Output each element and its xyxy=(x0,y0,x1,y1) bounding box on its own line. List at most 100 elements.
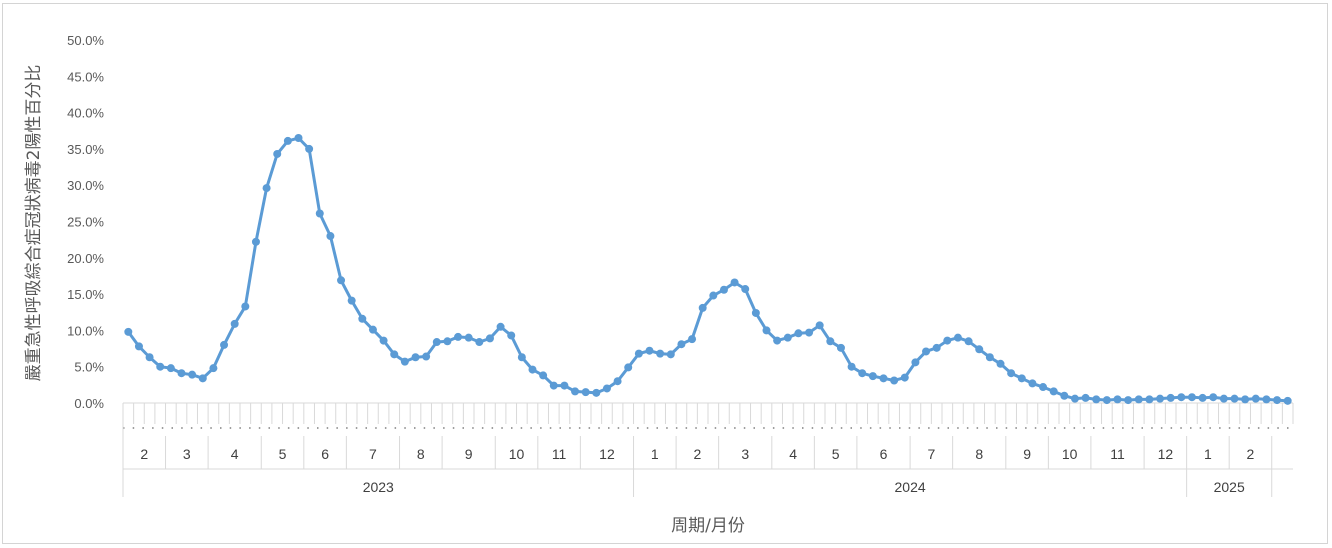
data-point xyxy=(517,353,526,362)
month-label: 12 xyxy=(599,446,615,462)
month-label: 3 xyxy=(183,446,191,462)
data-point xyxy=(198,374,207,383)
data-point xyxy=(1007,369,1016,378)
data-point xyxy=(539,371,548,380)
data-point xyxy=(762,326,771,335)
month-label: 8 xyxy=(975,446,983,462)
year-label: 2024 xyxy=(895,479,926,495)
month-label: 5 xyxy=(279,446,287,462)
data-point xyxy=(666,350,675,359)
month-label: 9 xyxy=(465,446,473,462)
data-point xyxy=(613,377,622,386)
data-point xyxy=(390,350,399,359)
data-point xyxy=(1039,383,1048,392)
month-label: 11 xyxy=(1110,446,1125,462)
data-point xyxy=(485,334,494,343)
data-point xyxy=(751,308,760,317)
data-point xyxy=(368,325,377,334)
data-point xyxy=(1262,395,1271,404)
series-line xyxy=(126,136,1290,403)
data-point xyxy=(794,329,803,338)
data-point xyxy=(645,346,654,355)
data-point xyxy=(783,333,792,342)
data-point xyxy=(932,343,941,352)
data-point xyxy=(230,319,239,328)
data-point xyxy=(251,237,260,246)
chart-frame xyxy=(2,3,1328,544)
data-point xyxy=(262,184,271,193)
data-point xyxy=(241,302,250,311)
data-point xyxy=(177,369,186,378)
data-point xyxy=(273,149,282,158)
data-point xyxy=(964,337,973,346)
month-label: 2 xyxy=(1247,446,1255,462)
data-point xyxy=(188,370,197,379)
data-point xyxy=(1241,395,1250,404)
data-point xyxy=(464,333,473,342)
data-point xyxy=(773,336,782,345)
y-axis-title: 嚴重急性呼吸綜合症冠狀病毒2陽性百分比 xyxy=(24,65,44,382)
data-point xyxy=(1177,393,1186,402)
month-label: 8 xyxy=(417,446,425,462)
data-point xyxy=(858,369,867,378)
data-point xyxy=(996,359,1005,368)
y-tick-label: 0.0% xyxy=(74,396,104,411)
data-point xyxy=(571,387,580,396)
month-label: 6 xyxy=(321,446,329,462)
data-point xyxy=(507,331,516,340)
data-point xyxy=(326,232,335,241)
data-point xyxy=(709,291,718,300)
data-point xyxy=(1081,393,1090,402)
month-label: 1 xyxy=(651,446,659,462)
month-label: 2 xyxy=(693,446,701,462)
data-point xyxy=(826,337,835,346)
data-point xyxy=(1060,391,1069,400)
data-point xyxy=(1102,396,1111,405)
y-tick-label: 35.0% xyxy=(67,142,104,157)
data-point xyxy=(124,327,133,336)
month-label: 11 xyxy=(552,446,567,462)
data-point xyxy=(900,373,909,382)
data-point xyxy=(1230,394,1239,403)
data-point xyxy=(411,353,420,362)
data-point xyxy=(443,337,452,346)
month-label: 6 xyxy=(880,446,888,462)
data-point xyxy=(1251,394,1260,403)
data-point xyxy=(347,296,356,305)
month-label: 12 xyxy=(1158,446,1174,462)
series-group xyxy=(124,134,1292,405)
y-tick-label: 5.0% xyxy=(74,360,104,375)
data-point xyxy=(730,278,739,287)
month-label: 2 xyxy=(140,446,148,462)
data-point xyxy=(1092,395,1101,404)
data-point xyxy=(847,362,856,371)
year-label: 2023 xyxy=(363,479,394,495)
data-point xyxy=(592,388,601,397)
data-point xyxy=(560,381,569,390)
data-point xyxy=(134,342,143,351)
data-point xyxy=(1198,393,1207,402)
y-tick-label: 15.0% xyxy=(67,287,104,302)
month-label: 1 xyxy=(1204,446,1212,462)
data-point xyxy=(922,347,931,356)
data-point xyxy=(581,388,590,397)
y-tick-label: 20.0% xyxy=(67,251,104,266)
month-label: 9 xyxy=(1023,446,1031,462)
data-point xyxy=(911,358,920,367)
data-point xyxy=(156,362,165,371)
data-point xyxy=(805,328,814,337)
y-tick-label: 25.0% xyxy=(67,215,104,230)
month-label: 10 xyxy=(1062,446,1078,462)
data-point xyxy=(283,136,292,145)
month-label: 7 xyxy=(927,446,935,462)
data-point xyxy=(166,364,175,373)
data-point xyxy=(879,374,888,383)
data-point xyxy=(677,340,686,349)
data-point xyxy=(1273,396,1282,405)
data-point xyxy=(549,381,558,390)
data-point xyxy=(358,314,367,323)
data-point xyxy=(1049,387,1058,396)
data-point xyxy=(953,333,962,342)
